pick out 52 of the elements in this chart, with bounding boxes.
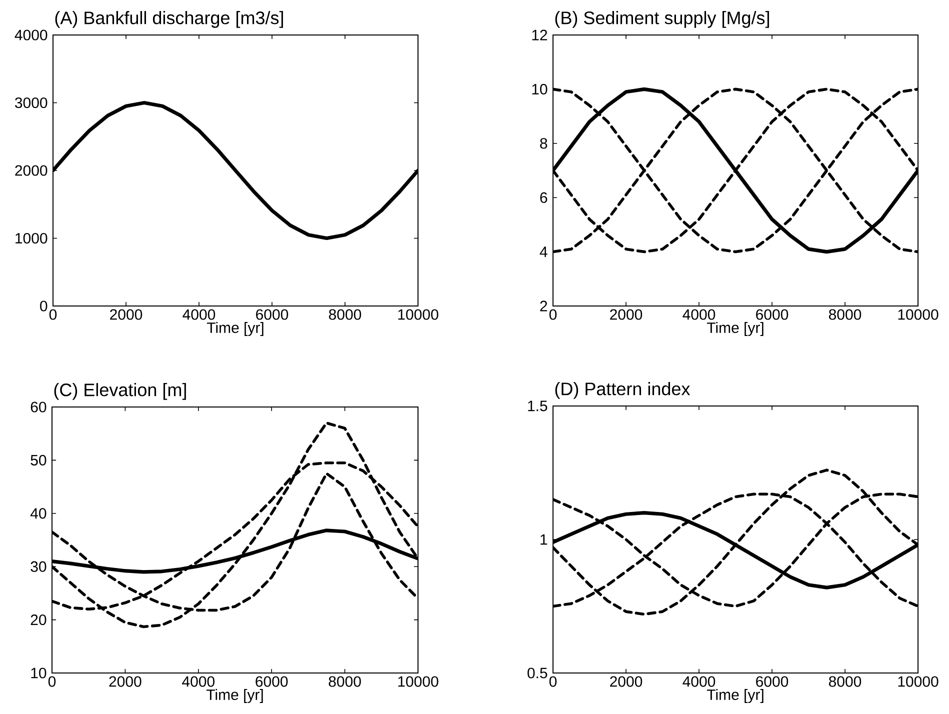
x-tick-label: 2000	[110, 309, 142, 320]
x-tick-label: 2000	[610, 676, 642, 687]
x-axis-title: Time [yr]	[706, 689, 764, 703]
y-tick-label: 6	[540, 192, 548, 203]
chart-title: (B) Sediment supply [Mg/s]	[555, 11, 769, 28]
y-tick-label: 10	[31, 668, 46, 678]
x-tick-label: 4000	[682, 309, 716, 320]
y-tick-label: 40	[30, 508, 46, 519]
x-tick-label: 0	[49, 309, 57, 320]
x-tick-label: 8000	[828, 309, 862, 320]
x-tick-label: 8000	[328, 676, 361, 687]
x-tick-label: 4000	[682, 676, 716, 687]
y-tick-label: 2	[540, 300, 548, 312]
y-tick-label: 30	[30, 561, 46, 572]
x-tick-label: 6000	[756, 309, 788, 320]
x-tick-label: 2000	[109, 676, 142, 687]
x-tick-label: 0	[48, 676, 56, 687]
x-tick-label: 4000	[182, 309, 216, 320]
y-tick-label: 3000	[15, 97, 48, 108]
y-tick-label: 0	[40, 300, 48, 312]
y-tick-label: 4000	[14, 30, 48, 40]
y-tick-label: 1.5	[528, 400, 548, 412]
chart-title: (A) Bankfull discharge [m3/s]	[55, 11, 283, 28]
x-axis-title: Time [yr]	[206, 322, 264, 336]
x-tick-label: 4000	[182, 676, 214, 687]
x-tick-label: 6000	[256, 309, 288, 320]
y-tick-label: 2000	[15, 165, 48, 176]
y-tick-label: 12	[532, 30, 548, 40]
chart-title: (D) Pattern index	[555, 382, 690, 399]
y-tick-label: 1000	[16, 232, 48, 244]
y-tick-label: 4	[540, 246, 548, 257]
y-tick-label: 60	[30, 402, 46, 412]
y-tick-label: 0.5	[528, 668, 548, 678]
x-tick-label: 0	[549, 676, 557, 687]
x-tick-label: 10000	[898, 309, 938, 320]
y-tick-label: 1	[540, 534, 548, 545]
x-tick-label: 10000	[398, 309, 438, 320]
x-axis-title: Time [yr]	[206, 689, 263, 703]
y-tick-label: 10	[532, 84, 548, 94]
x-tick-label: 6000	[756, 676, 788, 687]
x-tick-label: 0	[549, 309, 557, 320]
x-axis-title: Time [yr]	[706, 322, 764, 336]
x-tick-label: 10000	[398, 676, 438, 687]
y-tick-label: 8	[540, 138, 548, 149]
y-tick-label: 20	[30, 614, 46, 626]
y-tick-label: 50	[30, 454, 46, 466]
chart-title: (C) Elevation [m]	[54, 383, 186, 400]
x-tick-label: 8000	[328, 309, 362, 320]
x-tick-label: 2000	[610, 309, 642, 320]
x-tick-label: 6000	[256, 676, 288, 687]
x-tick-label: 8000	[828, 676, 862, 687]
x-tick-label: 10000	[898, 676, 938, 687]
